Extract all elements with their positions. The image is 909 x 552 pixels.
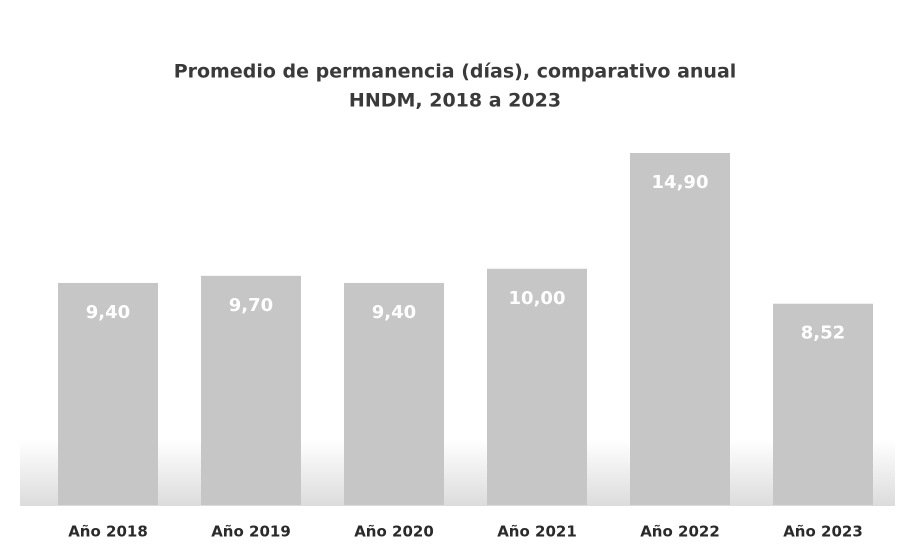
value-label: 10,00	[509, 288, 566, 309]
value-label: 14,90	[652, 172, 709, 193]
floor-shadow	[20, 440, 895, 506]
value-label: 9,40	[372, 302, 416, 323]
chart-title: Promedio de permanencia (días), comparat…	[174, 61, 737, 83]
bar	[344, 282, 444, 505]
x-tick-label: Año 2021	[497, 523, 577, 541]
bar	[630, 153, 730, 505]
x-tick-label: Año 2023	[783, 523, 863, 541]
bar	[487, 268, 587, 505]
x-tick-label: Año 2020	[354, 523, 434, 541]
value-label: 9,40	[86, 302, 130, 323]
x-tick-label: Año 2019	[211, 523, 291, 541]
value-label: 9,70	[229, 295, 273, 316]
bar	[201, 275, 301, 505]
chart-subtitle: HNDM, 2018 a 2023	[349, 90, 561, 112]
bar	[773, 303, 873, 505]
x-tick-label: Año 2022	[640, 523, 720, 541]
x-tick-label: Año 2018	[68, 523, 148, 541]
bar	[58, 282, 158, 505]
value-label: 8,52	[801, 323, 845, 344]
